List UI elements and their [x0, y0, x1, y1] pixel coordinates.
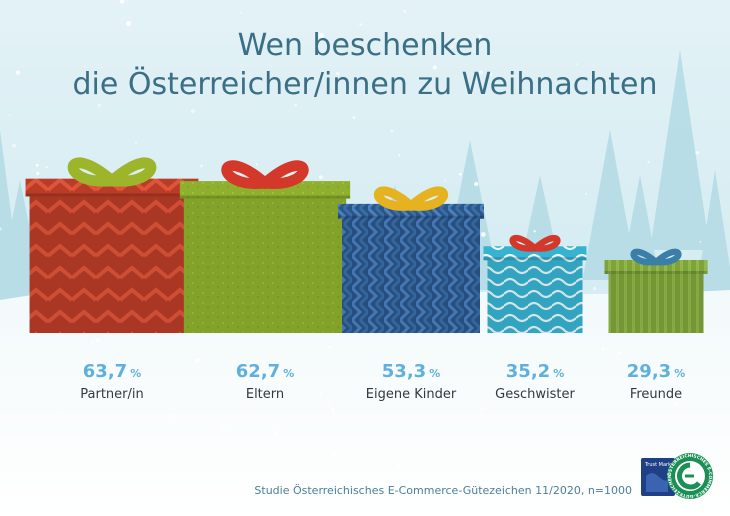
category-label: Geschwister [495, 387, 575, 402]
value-label: 53,3% [382, 361, 440, 382]
gift-box-lid [338, 203, 484, 219]
value-label: 35,2% [506, 361, 564, 382]
gift-box-lid [179, 181, 351, 199]
gift-bar-1: 63,7 % Partner/in [25, 157, 199, 402]
gift-box-lid [25, 178, 199, 197]
gift-bow [509, 234, 561, 252]
seal-icon: Trust Mark ÖSTERREICHISCHES E-COMMERCE-G… [641, 453, 713, 500]
gift-bar-2: 62,7 % Eltern [179, 160, 351, 402]
gift-box-lid [604, 259, 708, 274]
gift-box-body [342, 209, 480, 333]
title-line-2: die Österreicher/innen zu Weihnachten [72, 67, 658, 102]
value-label: 29,3% [627, 361, 685, 382]
gift-bow [221, 160, 309, 189]
value-label: 62,7% [236, 361, 294, 382]
gift-box-body [183, 187, 347, 333]
gift-box-shade [342, 209, 480, 333]
guetezeichen-logo: Trust Mark ÖSTERREICHISCHES E-COMMERCE-G… [640, 446, 714, 502]
gift-box-body [608, 264, 704, 333]
gift-box-shade [29, 184, 195, 333]
gift-box-lid [483, 246, 587, 261]
category-label: Eigene Kinder [366, 387, 457, 402]
title-line-1: Wen beschenken [237, 28, 493, 63]
gift-box-shade [608, 264, 704, 333]
gift-bar-3: 53,3 % Eigene Kinder [338, 186, 484, 402]
source-note: Studie Österreichisches E-Commerce-Gütez… [254, 484, 632, 497]
gift-box-shade [183, 187, 347, 333]
category-label: Freunde [630, 387, 682, 402]
svg-text:Trust Mark: Trust Mark [644, 462, 671, 468]
gift-bow [373, 186, 449, 211]
gift-box-body [487, 251, 583, 333]
value-label: 63,7% [83, 361, 141, 382]
gift-box-shade [487, 251, 583, 333]
gift-bar-4: 35,2 % Geschwister [483, 234, 587, 402]
gift-bow [67, 157, 157, 187]
category-label: Partner/in [80, 387, 143, 402]
gift-box-body [29, 184, 195, 333]
category-label: Eltern [246, 387, 284, 402]
gift-bar-5: 29,3 % Freunde [604, 248, 708, 402]
gift-bow [630, 248, 682, 266]
